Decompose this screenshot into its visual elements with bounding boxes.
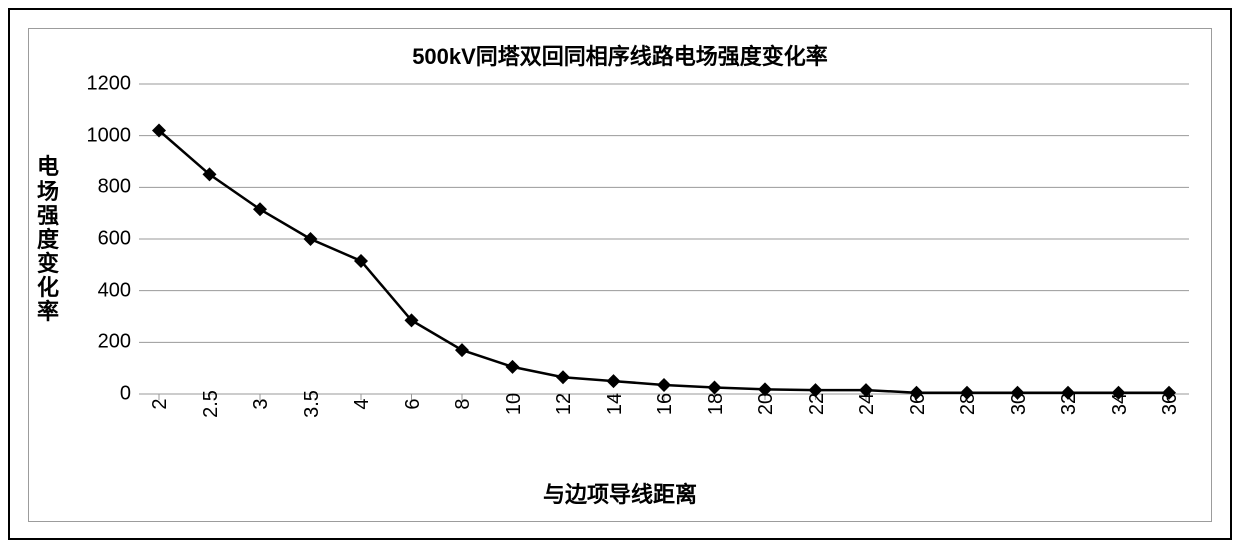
chart-title: 500kV同塔双回同相序线路电场强度变化率 xyxy=(29,39,1211,71)
x-tick-label: 26 xyxy=(907,393,930,415)
x-tick-label: 12 xyxy=(553,393,576,415)
x-tick-label: 3.5 xyxy=(301,390,324,418)
x-tick-label: 30 xyxy=(1008,393,1031,415)
y-tick-label: 800 xyxy=(98,176,131,199)
outer-frame: 500kV同塔双回同相序线路电场强度变化率 电场强度变化率 与边项导线距离 02… xyxy=(8,8,1232,540)
x-tick-label: 36 xyxy=(1159,393,1182,415)
chart-panel: 500kV同塔双回同相序线路电场强度变化率 电场强度变化率 与边项导线距离 02… xyxy=(28,28,1212,522)
x-tick-label: 2.5 xyxy=(200,390,223,418)
x-tick-label: 16 xyxy=(654,393,677,415)
y-tick-label: 0 xyxy=(120,383,131,406)
y-tick-label: 200 xyxy=(98,331,131,354)
x-tick-label: 2 xyxy=(149,398,172,409)
y-tick-label: 1000 xyxy=(87,124,132,147)
y-tick-label: 400 xyxy=(98,279,131,302)
x-tick-label: 22 xyxy=(806,393,829,415)
x-tick-label: 14 xyxy=(604,393,627,415)
y-axis-label: 电场强度变化率 xyxy=(35,89,61,391)
plot-area: 02004006008001000120022.533.546810121416… xyxy=(139,84,1189,394)
x-tick-label: 18 xyxy=(705,393,728,415)
x-tick-label: 34 xyxy=(1109,393,1132,415)
y-tick-label: 1200 xyxy=(87,73,132,96)
y-tick-label: 600 xyxy=(98,228,131,251)
x-tick-label: 24 xyxy=(856,393,879,415)
chart-svg xyxy=(139,84,1189,394)
x-tick-label: 20 xyxy=(755,393,778,415)
x-tick-label: 4 xyxy=(351,398,374,409)
x-tick-label: 6 xyxy=(402,398,425,409)
x-axis-label: 与边项导线距离 xyxy=(29,477,1211,509)
x-tick-label: 10 xyxy=(503,393,526,415)
x-tick-label: 32 xyxy=(1058,393,1081,415)
x-tick-label: 3 xyxy=(250,398,273,409)
x-tick-label: 8 xyxy=(452,398,475,409)
x-tick-label: 28 xyxy=(957,393,980,415)
